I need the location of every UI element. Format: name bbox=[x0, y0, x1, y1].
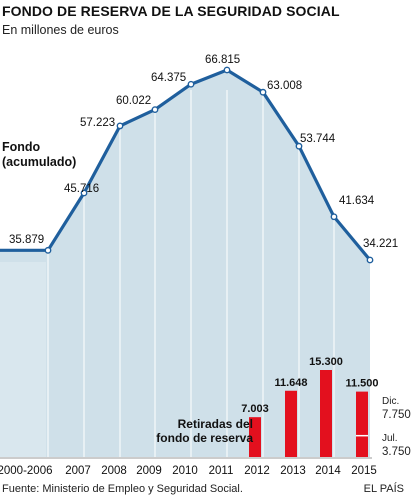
fund-point bbox=[187, 80, 195, 88]
fund-value-label: 57.223 bbox=[80, 117, 115, 129]
withdrawal-bar bbox=[356, 391, 368, 457]
period-block-2000-2006 bbox=[0, 262, 46, 457]
fund-point bbox=[295, 142, 303, 150]
breakdown-value-dic: 7.750 bbox=[382, 409, 411, 421]
fund-value-label: 60.022 bbox=[116, 95, 151, 107]
withdrawal-series-label: Retiradas del bbox=[178, 417, 253, 431]
fund-point bbox=[151, 106, 159, 113]
withdrawal-bar bbox=[285, 390, 297, 457]
x-tick-label: 2015 bbox=[351, 465, 377, 477]
publisher-brand: EL PAÍS bbox=[363, 483, 404, 495]
fund-value-label: 34.221 bbox=[363, 238, 398, 250]
bar-value-label: 7.003 bbox=[241, 403, 269, 415]
fund-point bbox=[223, 66, 231, 74]
withdrawal-series-label: fondo de reserva bbox=[156, 431, 253, 445]
x-tick-label: 2008 bbox=[101, 465, 127, 477]
x-tick-label: 2013 bbox=[280, 465, 306, 477]
fund-area bbox=[0, 70, 370, 457]
x-tick-label: 2011 bbox=[209, 465, 234, 477]
fund-value-label: 41.634 bbox=[339, 195, 375, 207]
breakdown-label-jul: Jul. bbox=[382, 433, 398, 444]
x-tick-label: 2012 bbox=[244, 465, 270, 477]
x-tick-label: 2009 bbox=[136, 465, 162, 477]
x-tick-label: 2010 bbox=[172, 465, 198, 477]
fund-value-label: 35.879 bbox=[9, 234, 44, 246]
fund-point bbox=[330, 213, 338, 221]
chart-title: FONDO DE RESERVA DE LA SEGURIDAD SOCIAL bbox=[2, 3, 340, 19]
chart-subtitle: En millones de euros bbox=[2, 23, 119, 37]
fund-value-label: 64.375 bbox=[151, 72, 186, 84]
bar-value-label: 11.648 bbox=[274, 377, 307, 389]
withdrawal-bar bbox=[249, 417, 261, 457]
fund-point bbox=[116, 122, 124, 130]
bar-value-label: 11.500 bbox=[345, 378, 378, 390]
x-tick-label: 2014 bbox=[315, 465, 341, 477]
x-tick-label: 2000-2006 bbox=[0, 465, 53, 477]
fund-value-label: 53.744 bbox=[300, 133, 336, 145]
withdrawal-bar bbox=[320, 370, 332, 457]
breakdown-label-dic: Dic. bbox=[382, 396, 399, 407]
fund-point bbox=[44, 246, 52, 254]
fund-value-label: 45.716 bbox=[64, 183, 99, 195]
fund-value-label: 63.008 bbox=[267, 80, 302, 92]
bar-value-label: 15.300 bbox=[309, 356, 343, 368]
fund-point bbox=[366, 256, 374, 264]
fund-series-label: (acumulado) bbox=[2, 155, 76, 169]
fund-point bbox=[80, 189, 88, 197]
fund-series-label: Fondo bbox=[2, 140, 41, 154]
fund-value-label: 66.815 bbox=[205, 54, 240, 66]
x-tick-label: 2007 bbox=[65, 465, 91, 477]
fund-point bbox=[259, 88, 267, 96]
source-note: Fuente: Ministerio de Empleo y Seguridad… bbox=[2, 483, 243, 495]
breakdown-value-jul: 3.750 bbox=[382, 446, 411, 458]
